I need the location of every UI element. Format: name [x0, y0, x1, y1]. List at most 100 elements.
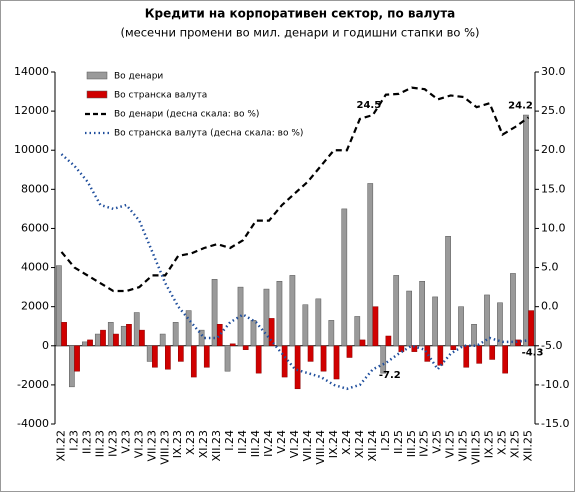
- y2-tick-label: -10.0: [541, 378, 569, 391]
- y-tick-label: 12000: [14, 104, 49, 117]
- data-label: 24.5: [356, 100, 381, 111]
- x-tick-label: XI.25: [509, 430, 522, 458]
- y-tick-label: 2000: [21, 300, 49, 313]
- bar: [445, 236, 451, 347]
- bar: [139, 329, 145, 347]
- bar: [302, 304, 309, 347]
- bar: [263, 288, 270, 347]
- x-tick-label: III.24: [249, 430, 262, 457]
- bar: [203, 345, 210, 368]
- x-tick-label: XII.23: [210, 430, 223, 462]
- bar: [177, 345, 184, 362]
- x-tick-label: III.23: [93, 430, 106, 457]
- x-tick-label: VII.23: [145, 430, 158, 462]
- bar: [341, 208, 348, 347]
- legend-label: Во денари: [114, 72, 163, 82]
- legend-label: Во странска валута (десна скала: во %): [114, 129, 303, 139]
- bar: [307, 345, 314, 362]
- x-tick-label: VI.25: [444, 430, 457, 458]
- y2-tick-label: 0.0: [541, 300, 559, 313]
- bar: [81, 341, 88, 347]
- bar: [74, 345, 80, 372]
- x-tick-label: XI.23: [197, 430, 210, 458]
- bar: [359, 339, 366, 347]
- data-label: 24.2: [508, 100, 533, 111]
- bar: [476, 345, 483, 364]
- bar: [471, 324, 477, 347]
- x-tick-label: IX.25: [483, 430, 496, 458]
- bar: [133, 312, 140, 347]
- bar: [198, 329, 205, 347]
- x-tick-label: III.25: [405, 430, 418, 457]
- bar: [489, 345, 496, 360]
- x-tick-label: II.25: [392, 430, 405, 454]
- x-tick-label: X.25: [496, 430, 509, 455]
- y-tick-label: 10000: [14, 143, 49, 156]
- bar: [502, 345, 509, 374]
- x-tick-label: XII.24: [366, 430, 379, 462]
- bar: [146, 345, 153, 362]
- y2-tick-label: 5.0: [541, 261, 559, 274]
- bar: [126, 324, 132, 347]
- x-tick-label: X.23: [184, 430, 197, 455]
- legend-label: Во денари (десна скала: во %): [114, 110, 259, 120]
- bar: [523, 114, 529, 347]
- x-tick-label: X.24: [340, 430, 353, 455]
- data-label: -4.3: [522, 347, 544, 358]
- y2-tick-label: -5.0: [541, 339, 562, 352]
- x-tick-label: XI.24: [353, 430, 366, 458]
- bar: [367, 183, 374, 347]
- bar: [385, 335, 392, 347]
- x-tick-label: II.23: [80, 430, 93, 454]
- bar: [294, 345, 301, 390]
- bar: [190, 345, 197, 378]
- bar: [87, 339, 93, 347]
- y-tick-label: 14000: [14, 65, 49, 78]
- x-tick-label: VII.24: [301, 430, 314, 462]
- bar: [250, 320, 257, 347]
- bar: [372, 306, 379, 347]
- bar: [237, 286, 244, 347]
- legend-swatch: [86, 71, 108, 80]
- x-tick-label: IV.24: [262, 430, 275, 457]
- bar: [432, 296, 438, 347]
- bar: [380, 345, 387, 374]
- x-tick-label: XII.22: [54, 430, 67, 462]
- line: [60, 86, 530, 293]
- bar: [320, 345, 327, 372]
- bar: [113, 333, 119, 347]
- bar: [216, 324, 223, 347]
- bar: [69, 345, 75, 388]
- bar: [61, 322, 67, 347]
- x-tick-label: V.23: [119, 430, 132, 454]
- y-tick-label: 8000: [21, 182, 49, 195]
- bar: [172, 322, 179, 347]
- chart-title: Кредити на корпоративен сектор, по валут…: [145, 7, 456, 21]
- bar: [346, 345, 353, 358]
- y-tick-label: -4000: [17, 417, 49, 430]
- bar: [510, 273, 516, 347]
- bar: [437, 345, 444, 366]
- bar: [255, 345, 262, 374]
- x-tick-label: IX.24: [327, 430, 340, 458]
- bar: [315, 298, 322, 347]
- y2-tick-label: 10.0: [541, 221, 566, 234]
- bar: [165, 345, 171, 370]
- x-tick-label: IX.23: [171, 430, 184, 458]
- x-tick-label: XII.25: [522, 430, 535, 462]
- x-tick-label: IV.23: [106, 430, 119, 457]
- x-tick-label: I.24: [223, 430, 236, 451]
- bar: [289, 275, 296, 347]
- x-tick-label: VI.23: [132, 430, 145, 458]
- bar: [242, 345, 249, 350]
- bar: [333, 345, 340, 380]
- bar: [406, 290, 413, 347]
- x-tick-label: V.25: [431, 430, 444, 454]
- y2-tick-label: 15.0: [541, 182, 566, 195]
- bar: [424, 345, 431, 362]
- bar: [229, 343, 236, 347]
- bar: [100, 329, 106, 347]
- bar: [120, 325, 127, 347]
